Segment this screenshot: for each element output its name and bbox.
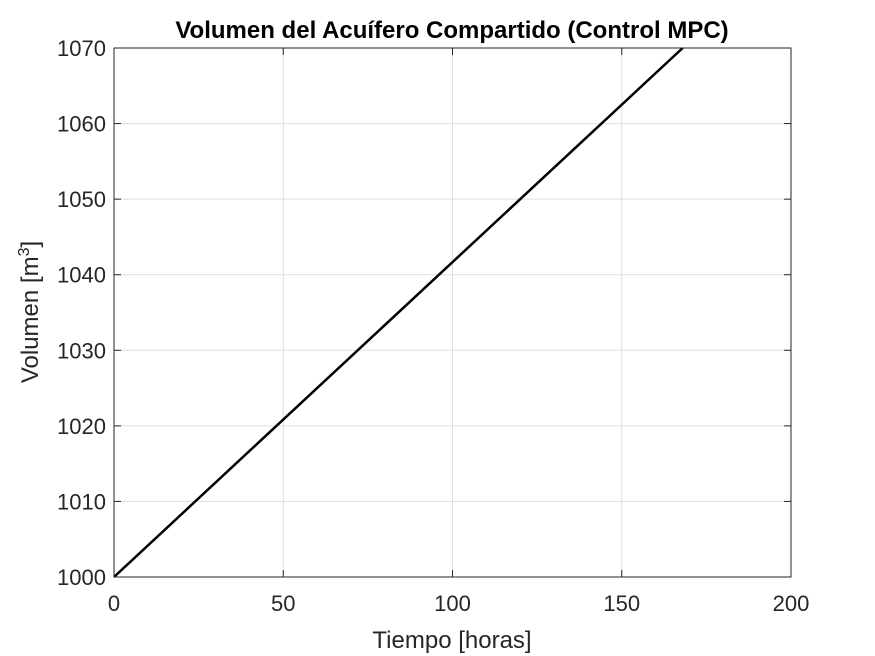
- x-tick-label: 200: [773, 591, 810, 616]
- y-axis-label-superscript: 3: [16, 247, 33, 256]
- x-axis-label: Tiempo [horas]: [372, 627, 531, 654]
- y-tick-label: 1000: [57, 565, 106, 590]
- y-axis-label: Volumen [m3]: [16, 241, 44, 383]
- y-tick-label: 1050: [57, 187, 106, 212]
- y-tick-label: 1070: [57, 36, 106, 61]
- series-line: [113, 47, 684, 578]
- y-axis-label-close: ]: [17, 241, 44, 248]
- y-axis-label-main: Volumen [m: [17, 256, 44, 383]
- x-tick-label: 150: [603, 591, 640, 616]
- y-tick-label: 1060: [57, 112, 106, 137]
- tick-marks: [113, 47, 792, 578]
- x-tick-label: 0: [108, 591, 120, 616]
- y-tick-label: 1030: [57, 338, 106, 363]
- series-layer: [113, 47, 684, 578]
- x-tick-label: 50: [271, 591, 295, 616]
- y-tick-label: 1010: [57, 489, 106, 514]
- grid-lines: [113, 47, 792, 578]
- y-tick-label: 1040: [57, 263, 106, 288]
- x-tick-label: 100: [434, 591, 471, 616]
- x-tick-labels: 0 50 100 150 200: [108, 591, 809, 616]
- y-tick-labels: 1000 1010 1020 1030 1040 1050 1060 1070: [57, 36, 106, 590]
- y-tick-label: 1020: [57, 414, 106, 439]
- chart-title: Volumen del Acuífero Compartido (Control…: [175, 17, 728, 44]
